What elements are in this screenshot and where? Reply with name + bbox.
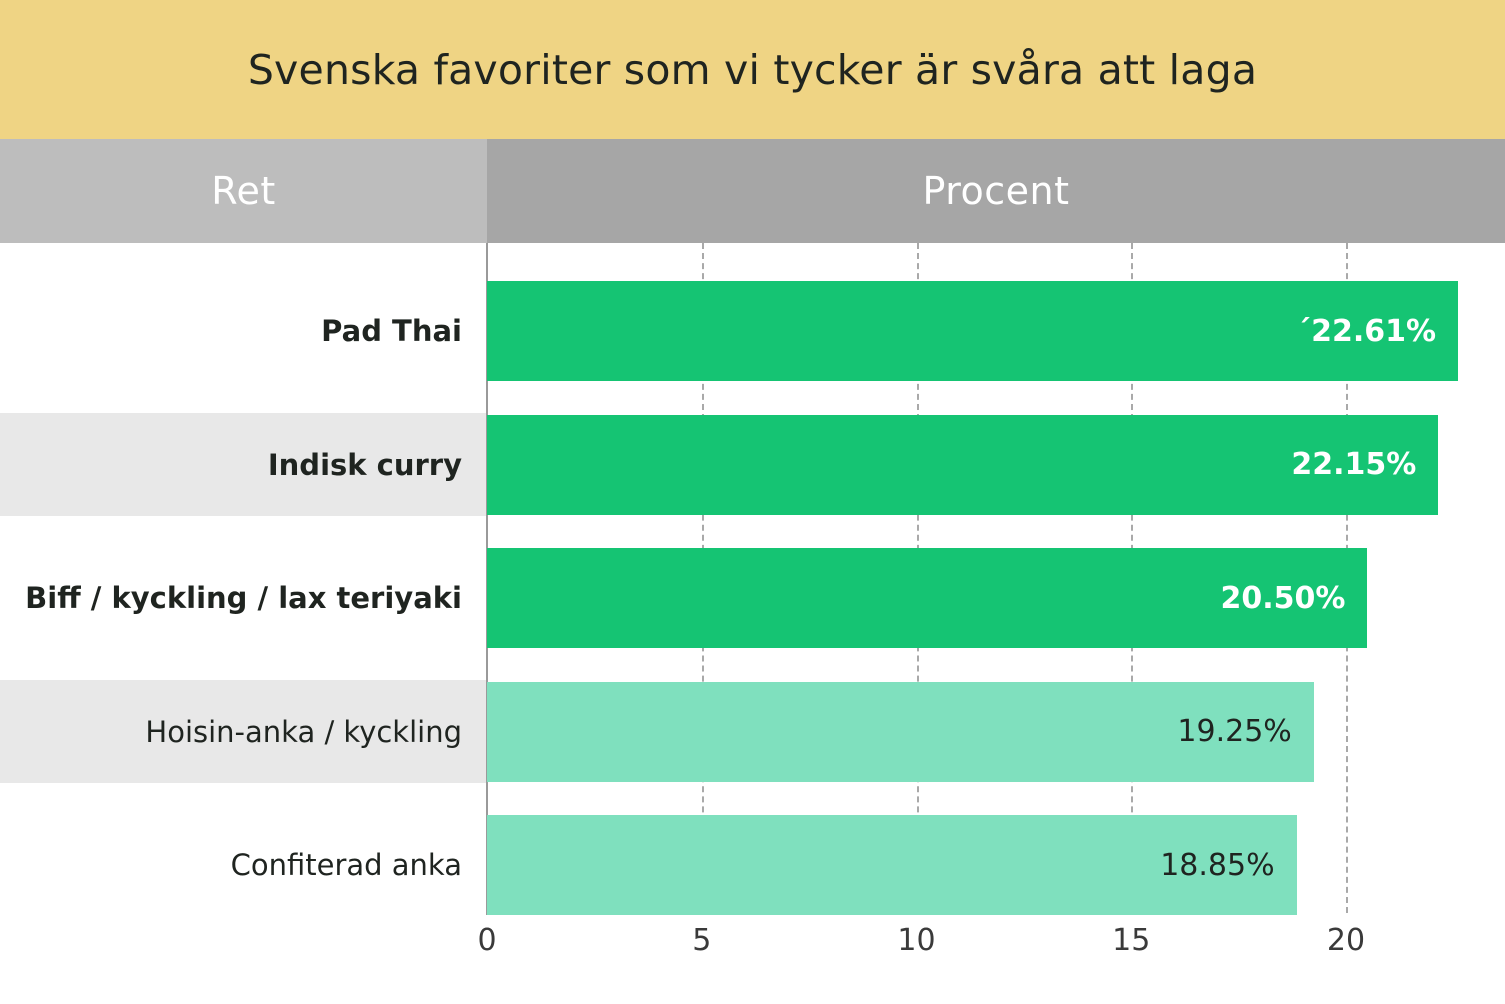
- bar[interactable]: 18.85%: [487, 815, 1297, 915]
- bar-category-label: Biff / kyckling / lax teriyaki: [25, 581, 462, 615]
- x-tick-label: 15: [1112, 923, 1151, 958]
- bar[interactable]: ´22.61%: [487, 281, 1459, 381]
- title-band: Svenska favoriter som vi tycker är svåra…: [0, 0, 1505, 139]
- bar-row[interactable]: Biff / kyckling / lax teriyaki 20.50%: [0, 548, 1505, 648]
- x-tick-label: 10: [897, 923, 936, 958]
- x-axis-ticks: 0 5 10 15 20: [0, 915, 1505, 1004]
- bar-value-label: 19.25%: [1177, 714, 1292, 749]
- row-stripe: [0, 680, 486, 783]
- bar-value-label: 20.50%: [1220, 580, 1346, 616]
- bar-category-label: Pad Thai: [321, 314, 462, 348]
- x-tick-label: 0: [477, 923, 497, 958]
- column-header-category-label: Ret: [211, 169, 276, 213]
- bar-row[interactable]: Pad Thai ´22.61%: [0, 281, 1505, 381]
- column-header-category: Ret: [0, 139, 487, 243]
- column-header-value: Procent: [487, 139, 1505, 243]
- column-header-value-label: Procent: [922, 169, 1070, 213]
- bar[interactable]: 19.25%: [487, 681, 1314, 782]
- bar-row[interactable]: Indisk curry 22.15%: [0, 414, 1505, 515]
- bar-chart-plot-area: Pad Thai ´22.61% Indisk curry 22.15% Biff / …: [0, 243, 1505, 1004]
- bar-category-label: Hoisin-anka / kyckling: [145, 714, 462, 749]
- bar-row[interactable]: Confiterad anka 18.85%: [0, 815, 1505, 915]
- bar-value-label: 22.15%: [1291, 447, 1417, 482]
- bar-row[interactable]: Hoisin-anka / kyckling 19.25%: [0, 681, 1505, 782]
- table-header-band: Ret Procent: [0, 139, 1505, 243]
- bar-value-label: 18.85%: [1160, 847, 1275, 883]
- row-stripe: [0, 413, 486, 516]
- x-tick-label: 20: [1326, 923, 1366, 958]
- bar[interactable]: 22.15%: [487, 414, 1439, 515]
- bar-category-label: Confiterad anka: [230, 848, 462, 882]
- x-tick-label: 5: [692, 923, 712, 958]
- bar-value-label: ´22.61%: [1296, 313, 1437, 349]
- page-title: Svenska favoriter som vi tycker är svåra…: [247, 45, 1258, 94]
- bar-category-label: Indisk curry: [267, 447, 462, 482]
- bar[interactable]: 20.50%: [487, 548, 1368, 648]
